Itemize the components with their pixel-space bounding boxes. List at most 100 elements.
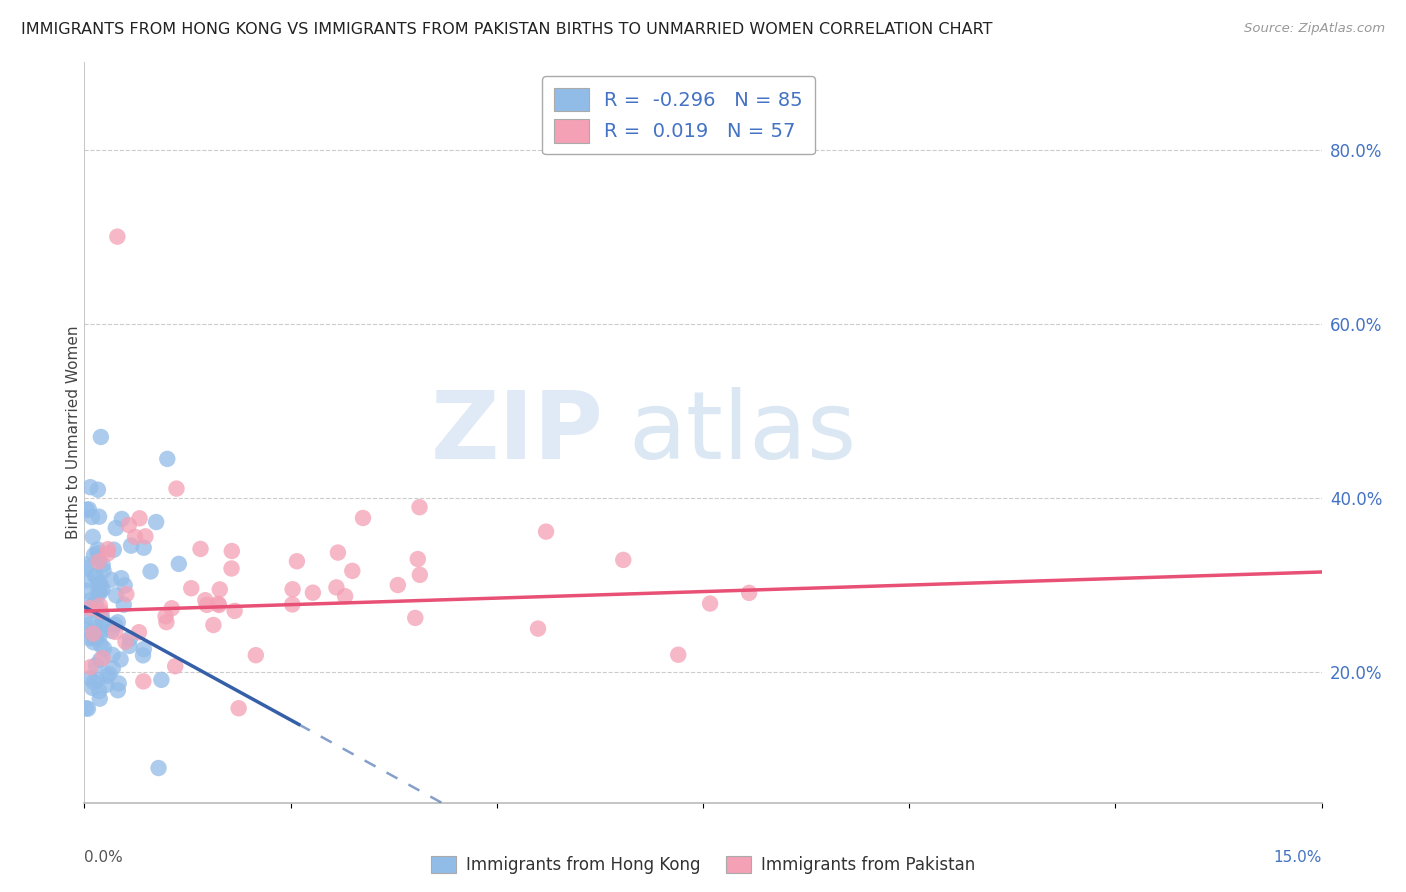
Point xyxy=(699,597,721,611)
Point xyxy=(84,658,107,673)
Point xyxy=(224,604,246,618)
Point xyxy=(208,582,231,597)
Point xyxy=(285,554,308,568)
Point xyxy=(155,609,177,624)
Legend: Immigrants from Hong Kong, Immigrants from Pakistan: Immigrants from Hong Kong, Immigrants fr… xyxy=(425,849,981,881)
Point xyxy=(406,552,429,566)
Point xyxy=(612,553,634,567)
Point xyxy=(87,577,110,591)
Point xyxy=(124,530,146,544)
Point xyxy=(89,599,111,613)
Point xyxy=(79,660,101,674)
Point xyxy=(83,621,105,635)
Point xyxy=(83,630,105,644)
Text: atlas: atlas xyxy=(628,386,858,479)
Point xyxy=(75,608,97,623)
Point xyxy=(190,541,212,556)
Text: ZIP: ZIP xyxy=(432,386,605,479)
Point xyxy=(221,561,243,575)
Point xyxy=(128,511,150,525)
Point xyxy=(93,564,115,578)
Point xyxy=(90,623,112,637)
Point xyxy=(387,578,409,592)
Point xyxy=(77,502,100,516)
Point xyxy=(194,593,217,607)
Point xyxy=(75,558,97,572)
Point xyxy=(107,676,129,690)
Point xyxy=(84,596,107,610)
Text: 15.0%: 15.0% xyxy=(1274,850,1322,865)
Point xyxy=(103,542,125,557)
Point xyxy=(155,615,177,629)
Point xyxy=(132,642,155,657)
Point xyxy=(302,585,325,599)
Point xyxy=(86,546,108,560)
Point xyxy=(180,581,202,595)
Point xyxy=(90,607,112,621)
Point xyxy=(82,510,104,524)
Point xyxy=(82,674,104,689)
Point xyxy=(118,632,141,646)
Point xyxy=(738,586,761,600)
Point xyxy=(101,648,124,662)
Point xyxy=(96,678,118,692)
Point xyxy=(91,651,114,665)
Point xyxy=(666,648,689,662)
Point xyxy=(98,666,121,681)
Point xyxy=(87,509,110,524)
Point xyxy=(104,624,127,639)
Point xyxy=(90,583,112,598)
Point xyxy=(93,641,115,656)
Point xyxy=(89,684,111,698)
Point xyxy=(82,681,104,695)
Point xyxy=(89,586,111,600)
Point xyxy=(160,601,183,615)
Point xyxy=(221,544,243,558)
Point xyxy=(195,598,218,612)
Point xyxy=(90,639,112,653)
Point xyxy=(75,583,97,598)
Point xyxy=(409,567,432,582)
Point xyxy=(128,625,150,640)
Point xyxy=(104,617,127,632)
Point xyxy=(105,588,128,602)
Point xyxy=(134,529,156,543)
Point xyxy=(79,601,101,615)
Point xyxy=(87,584,110,599)
Point xyxy=(100,624,122,638)
Point xyxy=(90,430,112,444)
Text: IMMIGRANTS FROM HONG KONG VS IMMIGRANTS FROM PAKISTAN BIRTHS TO UNMARRIED WOMEN : IMMIGRANTS FROM HONG KONG VS IMMIGRANTS … xyxy=(21,22,993,37)
Point xyxy=(87,483,110,497)
Point xyxy=(82,626,104,640)
Point xyxy=(118,639,141,653)
Point xyxy=(156,451,179,466)
Point xyxy=(534,524,557,539)
Point xyxy=(89,576,111,591)
Point xyxy=(110,571,132,585)
Point xyxy=(80,616,103,631)
Legend: R =  -0.296   N = 85, R =  0.019   N = 57: R = -0.296 N = 85, R = 0.019 N = 57 xyxy=(541,76,814,154)
Point xyxy=(115,587,138,601)
Point xyxy=(91,558,114,572)
Point xyxy=(132,541,155,555)
Point xyxy=(342,564,364,578)
Point xyxy=(107,683,129,698)
Point xyxy=(75,701,97,715)
Point xyxy=(110,652,132,666)
Point xyxy=(86,542,108,557)
Point xyxy=(281,598,304,612)
Point xyxy=(165,659,187,673)
Point xyxy=(91,613,114,627)
Point xyxy=(114,634,136,648)
Point xyxy=(208,598,231,612)
Point xyxy=(89,553,111,567)
Point xyxy=(84,569,107,583)
Point xyxy=(404,611,426,625)
Point xyxy=(77,574,100,588)
Point xyxy=(132,648,155,663)
Point xyxy=(83,548,105,562)
Point xyxy=(111,512,134,526)
Point xyxy=(84,632,107,646)
Point xyxy=(94,617,117,632)
Point xyxy=(79,671,101,685)
